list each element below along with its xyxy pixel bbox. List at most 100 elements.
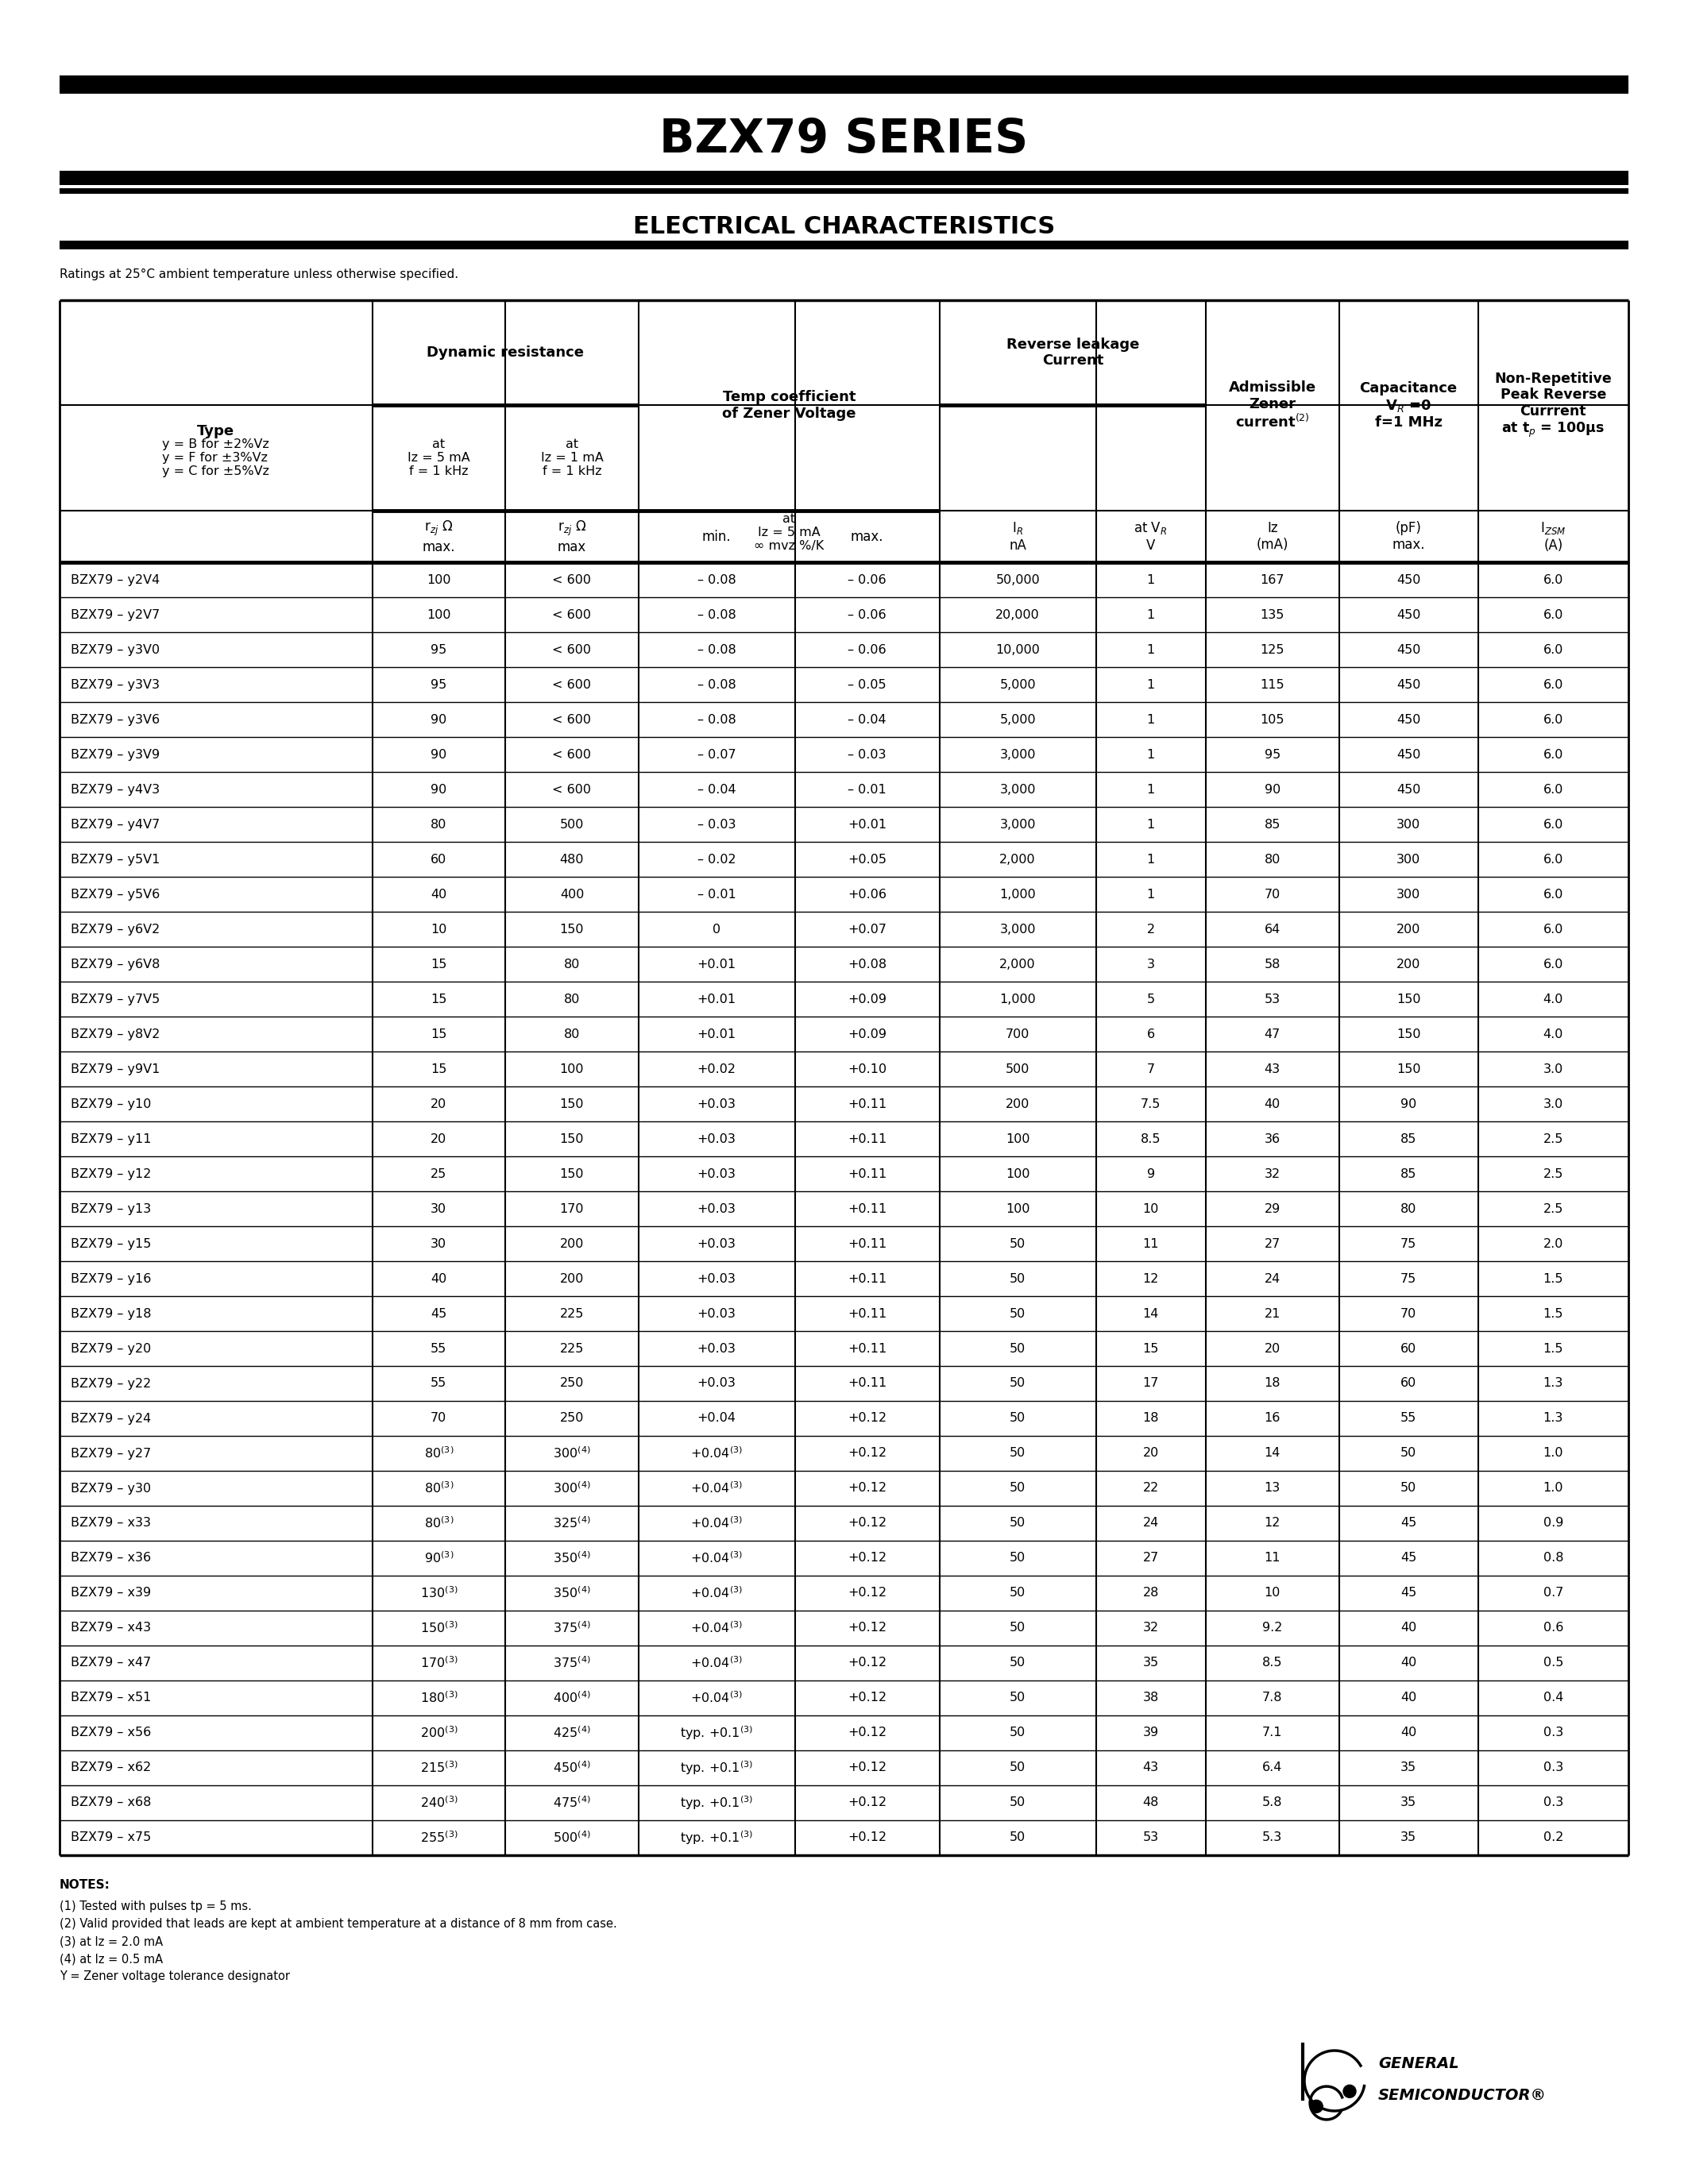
Text: +0.01: +0.01 — [697, 959, 736, 970]
Text: +0.11: +0.11 — [847, 1168, 886, 1179]
Text: 1: 1 — [1146, 749, 1155, 760]
Text: – 0.05: – 0.05 — [847, 679, 886, 690]
Text: r$_{zj}$ Ω
max.: r$_{zj}$ Ω max. — [422, 520, 456, 555]
Text: < 600: < 600 — [552, 784, 591, 795]
Text: +0.12: +0.12 — [847, 1728, 886, 1738]
Text: (2) Valid provided that leads are kept at ambient temperature at a distance of 8: (2) Valid provided that leads are kept a… — [59, 1918, 618, 1931]
Text: 16: 16 — [1264, 1413, 1281, 1424]
Text: 1.3: 1.3 — [1543, 1378, 1563, 1389]
Text: BZX79 – y6V2: BZX79 – y6V2 — [71, 924, 160, 935]
Circle shape — [1344, 2086, 1355, 2097]
Text: 5.3: 5.3 — [1263, 1832, 1283, 1843]
Text: 450$^{(4)}$: 450$^{(4)}$ — [554, 1760, 591, 1776]
Text: (4) at Iz = 0.5 mA: (4) at Iz = 0.5 mA — [59, 1952, 164, 1966]
Text: 60: 60 — [430, 854, 447, 865]
Text: Capacitance
V$_R$ =0
f=1 MHz: Capacitance V$_R$ =0 f=1 MHz — [1359, 380, 1457, 430]
Text: 40: 40 — [1401, 1623, 1416, 1634]
Text: typ. +0.1$^{(3)}$: typ. +0.1$^{(3)}$ — [680, 1830, 753, 1845]
Text: +0.04$^{(3)}$: +0.04$^{(3)}$ — [690, 1516, 743, 1531]
Text: +0.12: +0.12 — [847, 1483, 886, 1494]
Text: 200$^{(3)}$: 200$^{(3)}$ — [420, 1725, 457, 1741]
Text: 6.4: 6.4 — [1263, 1762, 1283, 1773]
Text: 300: 300 — [1396, 854, 1421, 865]
Text: 200: 200 — [560, 1273, 584, 1284]
Text: +0.03: +0.03 — [697, 1203, 736, 1214]
Text: +0.04$^{(3)}$: +0.04$^{(3)}$ — [690, 1655, 743, 1671]
Text: BZX79 – y20: BZX79 – y20 — [71, 1343, 152, 1354]
Text: 8.5: 8.5 — [1263, 1658, 1283, 1669]
Text: 55: 55 — [1401, 1413, 1416, 1424]
Text: 1: 1 — [1146, 889, 1155, 900]
Text: 3,000: 3,000 — [999, 924, 1036, 935]
Text: 9: 9 — [1146, 1168, 1155, 1179]
Text: – 0.04: – 0.04 — [847, 714, 886, 725]
Text: 7.1: 7.1 — [1263, 1728, 1283, 1738]
Text: +0.01: +0.01 — [697, 994, 736, 1005]
Text: 6: 6 — [1146, 1029, 1155, 1040]
Text: 10: 10 — [1143, 1203, 1160, 1214]
Text: 85: 85 — [1401, 1168, 1416, 1179]
Text: 64: 64 — [1264, 924, 1281, 935]
Text: 170$^{(3)}$: 170$^{(3)}$ — [420, 1655, 457, 1671]
Text: – 0.06: – 0.06 — [847, 574, 886, 585]
Text: 90: 90 — [1264, 784, 1281, 795]
Text: 3,000: 3,000 — [999, 819, 1036, 830]
Text: 1,000: 1,000 — [999, 889, 1036, 900]
Text: Iz
(mA): Iz (mA) — [1256, 522, 1288, 553]
Text: 50: 50 — [1009, 1483, 1026, 1494]
Text: 150: 150 — [1396, 1064, 1421, 1075]
Text: 6.0: 6.0 — [1543, 784, 1563, 795]
Bar — [59, 240, 1629, 249]
Text: +0.09: +0.09 — [847, 1029, 886, 1040]
Text: BZX79 – y12: BZX79 – y12 — [71, 1168, 152, 1179]
Text: 50: 50 — [1009, 1343, 1026, 1354]
Text: 55: 55 — [430, 1378, 447, 1389]
Text: 450: 450 — [1396, 644, 1421, 655]
Text: +0.09: +0.09 — [847, 994, 886, 1005]
Text: 300: 300 — [1396, 889, 1421, 900]
Text: 150: 150 — [1396, 994, 1421, 1005]
Text: 80: 80 — [564, 994, 581, 1005]
Text: – 0.03: – 0.03 — [847, 749, 886, 760]
Text: 350$^{(4)}$: 350$^{(4)}$ — [554, 1586, 591, 1601]
Text: +0.12: +0.12 — [847, 1762, 886, 1773]
Text: BZX79 – x39: BZX79 – x39 — [71, 1588, 150, 1599]
Text: 15: 15 — [430, 1029, 447, 1040]
Text: 100: 100 — [1006, 1133, 1030, 1144]
Text: Temp coefficient
of Zener Voltage: Temp coefficient of Zener Voltage — [722, 391, 856, 422]
Text: +0.12: +0.12 — [847, 1553, 886, 1564]
Text: 53: 53 — [1264, 994, 1281, 1005]
Text: 300: 300 — [1396, 819, 1421, 830]
Bar — [59, 188, 1629, 194]
Text: 50: 50 — [1009, 1693, 1026, 1704]
Text: 425$^{(4)}$: 425$^{(4)}$ — [554, 1725, 591, 1741]
Text: 5,000: 5,000 — [999, 714, 1036, 725]
Text: +0.12: +0.12 — [847, 1448, 886, 1459]
Text: 50: 50 — [1009, 1797, 1026, 1808]
Text: Y = Zener voltage tolerance designator: Y = Zener voltage tolerance designator — [59, 1970, 290, 1983]
Text: 450: 450 — [1396, 784, 1421, 795]
Text: 36: 36 — [1264, 1133, 1281, 1144]
Text: 80: 80 — [430, 819, 447, 830]
Text: 2.5: 2.5 — [1543, 1203, 1563, 1214]
Text: 1.5: 1.5 — [1543, 1343, 1563, 1354]
Text: 0.6: 0.6 — [1543, 1623, 1563, 1634]
Text: 4.0: 4.0 — [1543, 1029, 1563, 1040]
Text: 1: 1 — [1146, 609, 1155, 620]
Text: 8.5: 8.5 — [1141, 1133, 1161, 1144]
Text: 250: 250 — [560, 1378, 584, 1389]
Text: 75: 75 — [1401, 1238, 1416, 1249]
Text: r$_{zj}$ Ω
max: r$_{zj}$ Ω max — [557, 520, 586, 555]
Text: 170: 170 — [560, 1203, 584, 1214]
Text: 475$^{(4)}$: 475$^{(4)}$ — [554, 1795, 591, 1811]
Text: 1.5: 1.5 — [1543, 1273, 1563, 1284]
Text: BZX79 – x51: BZX79 – x51 — [71, 1693, 152, 1704]
Text: Ratings at 25°C ambient temperature unless otherwise specified.: Ratings at 25°C ambient temperature unle… — [59, 269, 459, 280]
Text: (1) Tested with pulses tp = 5 ms.: (1) Tested with pulses tp = 5 ms. — [59, 1900, 252, 1913]
Text: +0.03: +0.03 — [697, 1238, 736, 1249]
Text: BZX79 – y27: BZX79 – y27 — [71, 1448, 152, 1459]
Bar — [59, 170, 1629, 186]
Text: 50: 50 — [1009, 1413, 1026, 1424]
Text: +0.12: +0.12 — [847, 1658, 886, 1669]
Text: 40: 40 — [430, 889, 447, 900]
